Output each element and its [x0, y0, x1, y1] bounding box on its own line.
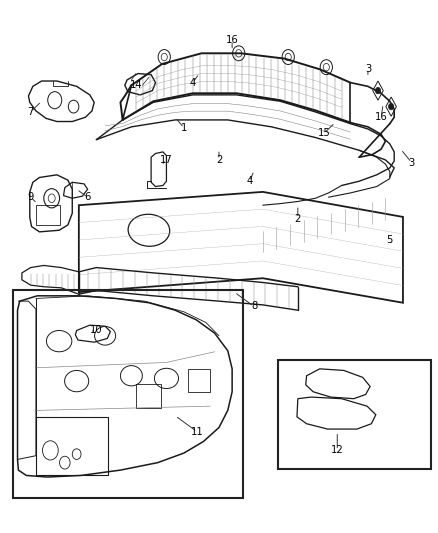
- Bar: [188, 369, 210, 392]
- Text: 4: 4: [247, 176, 253, 186]
- Text: 2: 2: [216, 155, 222, 165]
- Text: 12: 12: [331, 446, 344, 455]
- Text: 3: 3: [365, 64, 371, 74]
- Text: 9: 9: [28, 192, 34, 202]
- Text: 16: 16: [374, 112, 388, 122]
- Bar: [13, 290, 243, 498]
- Text: 17: 17: [160, 155, 173, 165]
- Text: 16: 16: [226, 35, 239, 45]
- Text: 5: 5: [387, 235, 393, 245]
- Bar: [136, 384, 161, 408]
- Text: 15: 15: [318, 128, 331, 138]
- Circle shape: [389, 103, 394, 110]
- Text: 4: 4: [190, 78, 196, 87]
- Text: 1: 1: [181, 123, 187, 133]
- Text: 10: 10: [90, 326, 102, 335]
- Circle shape: [375, 87, 381, 94]
- Text: 7: 7: [28, 107, 34, 117]
- Text: 6: 6: [85, 192, 91, 202]
- Text: 3: 3: [409, 158, 415, 167]
- Bar: [36, 205, 60, 225]
- Bar: [278, 360, 431, 469]
- Text: 11: 11: [191, 427, 204, 437]
- Text: 8: 8: [251, 302, 257, 311]
- Text: 2: 2: [295, 214, 301, 223]
- Bar: [36, 417, 108, 475]
- Text: 14: 14: [130, 80, 142, 90]
